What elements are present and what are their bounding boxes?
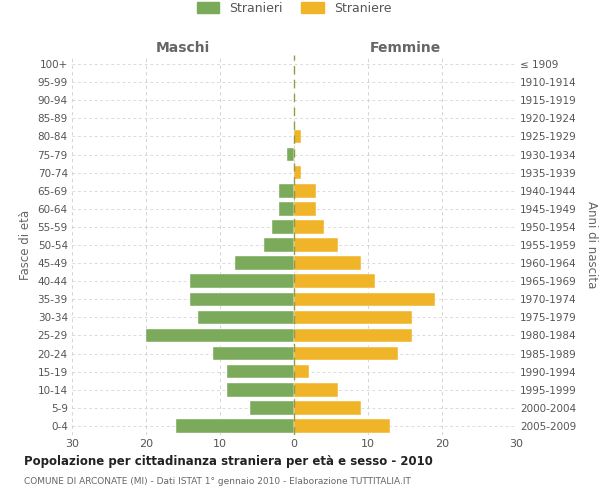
Bar bbox=[227, 383, 294, 396]
Bar bbox=[190, 274, 294, 288]
Bar bbox=[279, 184, 294, 198]
Y-axis label: Fasce di età: Fasce di età bbox=[19, 210, 32, 280]
Bar bbox=[294, 419, 390, 432]
Y-axis label: Anni di nascita: Anni di nascita bbox=[585, 202, 598, 288]
Bar bbox=[272, 220, 294, 234]
Bar bbox=[198, 310, 294, 324]
Bar bbox=[294, 365, 309, 378]
Bar bbox=[265, 238, 294, 252]
Bar bbox=[294, 184, 316, 198]
Bar bbox=[190, 292, 294, 306]
Bar bbox=[294, 328, 412, 342]
Text: COMUNE DI ARCONATE (MI) - Dati ISTAT 1° gennaio 2010 - Elaborazione TUTTITALIA.I: COMUNE DI ARCONATE (MI) - Dati ISTAT 1° … bbox=[24, 478, 411, 486]
Text: Maschi: Maschi bbox=[156, 41, 210, 55]
Text: Femmine: Femmine bbox=[370, 41, 440, 55]
Legend: Stranieri, Straniere: Stranieri, Straniere bbox=[193, 0, 395, 18]
Bar bbox=[294, 292, 434, 306]
Bar bbox=[294, 238, 338, 252]
Bar bbox=[227, 365, 294, 378]
Bar bbox=[212, 347, 294, 360]
Bar bbox=[294, 274, 376, 288]
Bar bbox=[294, 347, 398, 360]
Bar bbox=[294, 130, 301, 143]
Bar bbox=[294, 202, 316, 215]
Bar bbox=[294, 401, 361, 414]
Bar bbox=[146, 328, 294, 342]
Bar bbox=[294, 166, 301, 179]
Bar bbox=[294, 256, 361, 270]
Bar bbox=[176, 419, 294, 432]
Bar bbox=[294, 310, 412, 324]
Bar bbox=[294, 220, 323, 234]
Bar bbox=[287, 148, 294, 162]
Bar bbox=[294, 383, 338, 396]
Text: Popolazione per cittadinanza straniera per età e sesso - 2010: Popolazione per cittadinanza straniera p… bbox=[24, 455, 433, 468]
Bar bbox=[250, 401, 294, 414]
Bar bbox=[279, 202, 294, 215]
Bar bbox=[235, 256, 294, 270]
